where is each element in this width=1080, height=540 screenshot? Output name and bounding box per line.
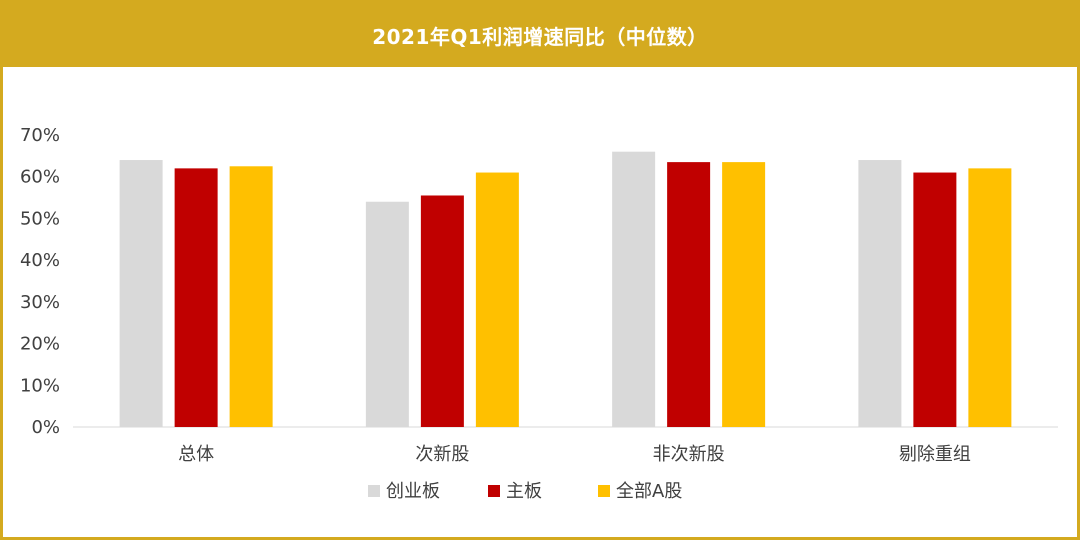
x-category-label: 剔除重组: [899, 444, 971, 465]
bar-2-3: [667, 162, 711, 427]
legend-swatch: [368, 485, 380, 497]
y-tick-label: 40%: [20, 250, 60, 271]
category-labels: 总体 次新股 非次新股 剔除重组: [178, 444, 971, 465]
y-axis-ticks: 0% 10% 20% 30% 40% 50% 60% 70%: [20, 125, 60, 438]
bar-3-1: [229, 166, 273, 428]
bar-1-2: [365, 201, 409, 427]
bar-2-2: [420, 195, 464, 427]
legend-label: 全部A股: [616, 481, 682, 502]
bar-2-1: [174, 168, 218, 427]
legend-swatch: [488, 485, 500, 497]
bar-3-3: [722, 162, 766, 427]
y-tick-label: 10%: [20, 375, 60, 396]
legend: 创业板 主板 全部A股: [368, 481, 682, 502]
y-tick-label: 20%: [20, 334, 60, 355]
bar-1-3: [612, 151, 656, 427]
legend-swatch: [598, 485, 610, 497]
y-tick-label: 60%: [20, 167, 60, 188]
x-category-label: 次新股: [415, 444, 469, 465]
x-category-label: 非次新股: [653, 444, 725, 465]
bar-1-4: [858, 160, 902, 427]
chart-title: 2021年Q1利润增速同比（中位数）: [3, 3, 1077, 67]
legend-label: 主板: [506, 481, 542, 502]
x-category-label: 总体: [178, 444, 214, 465]
y-tick-label: 30%: [20, 292, 60, 313]
bar-2-4: [913, 172, 957, 427]
y-tick-label: 50%: [20, 208, 60, 229]
bar-3-4: [968, 168, 1012, 427]
bar-1-1: [119, 160, 163, 427]
legend-label: 创业板: [386, 481, 440, 502]
bar-3-2: [475, 172, 519, 427]
bars: [119, 151, 1012, 428]
y-tick-label: 70%: [20, 125, 60, 146]
y-tick-label: 0%: [31, 417, 60, 438]
